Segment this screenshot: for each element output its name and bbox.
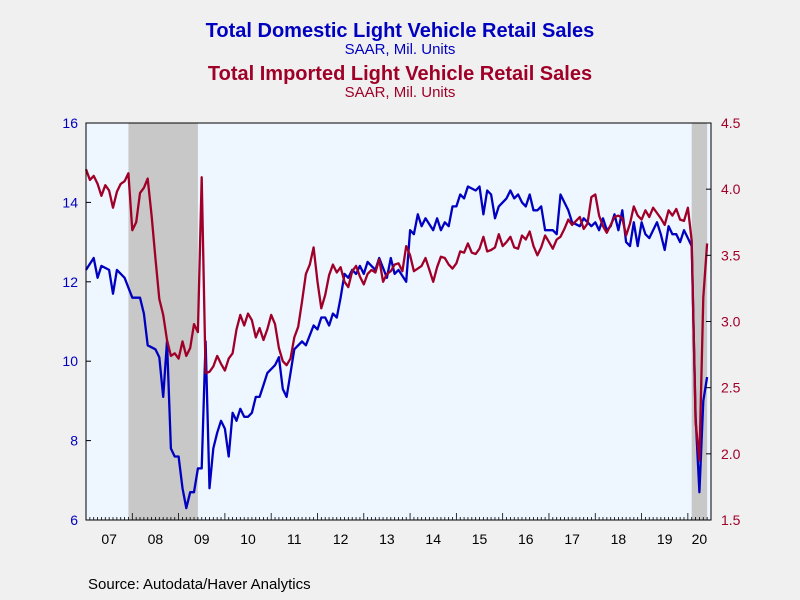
y-left-tick-label: 6 (70, 512, 78, 528)
y-right-tick-label: 2.5 (721, 380, 741, 396)
x-tick-label: 12 (333, 531, 349, 547)
x-tick-label: 14 (425, 531, 441, 547)
x-tick-label: 16 (518, 531, 534, 547)
x-tick-label: 19 (657, 531, 673, 547)
chart-title-imported: Total Imported Light Vehicle Retail Sale… (207, 63, 593, 85)
y-left-tick-label: 16 (62, 115, 78, 131)
y-left-tick-label: 8 (70, 433, 78, 449)
series-lines (84, 168, 709, 510)
y-right-tick-label: 4.5 (721, 115, 741, 131)
y-left-tick-label: 10 (62, 353, 78, 369)
chart-title-domestic: Total Domestic Light Vehicle Retail Sale… (205, 20, 595, 42)
x-tick-label: 07 (101, 531, 117, 547)
y-right-tick-label: 3.0 (721, 314, 741, 330)
x-tick-label: 15 (472, 531, 488, 547)
x-tick-label: 18 (611, 531, 627, 547)
x-tick-label: 20 (692, 531, 708, 547)
y-right-tick-label: 3.5 (721, 247, 741, 263)
x-tick-label: 08 (148, 531, 164, 547)
series-line-imported (84, 168, 709, 462)
y-right-tick-label: 4.0 (721, 181, 741, 197)
axes: 6 8 10 12 14 16 1.5 2.0 2.5 3.0 3.5 4.0 4.5 07 08 09 10 1… (62, 115, 740, 547)
chart-subtitle-imported: SAAR, Mil. Units (344, 84, 456, 101)
y-left-tick-label: 14 (62, 194, 78, 210)
y-right-tick-label: 1.5 (721, 512, 741, 528)
x-tick-label: 10 (240, 531, 256, 547)
x-tick-label: 09 (194, 531, 210, 547)
x-tick-label: 13 (379, 531, 395, 547)
y-right-tick-label: 2.0 (721, 446, 741, 462)
x-tick-label: 17 (564, 531, 580, 547)
chart-subtitle-domestic: SAAR, Mil. Units (344, 41, 456, 58)
source-note: Source: Autodata/Haver Analytics (88, 576, 311, 593)
x-tick-label: 11 (287, 531, 302, 547)
y-left-tick-label: 12 (62, 274, 78, 290)
